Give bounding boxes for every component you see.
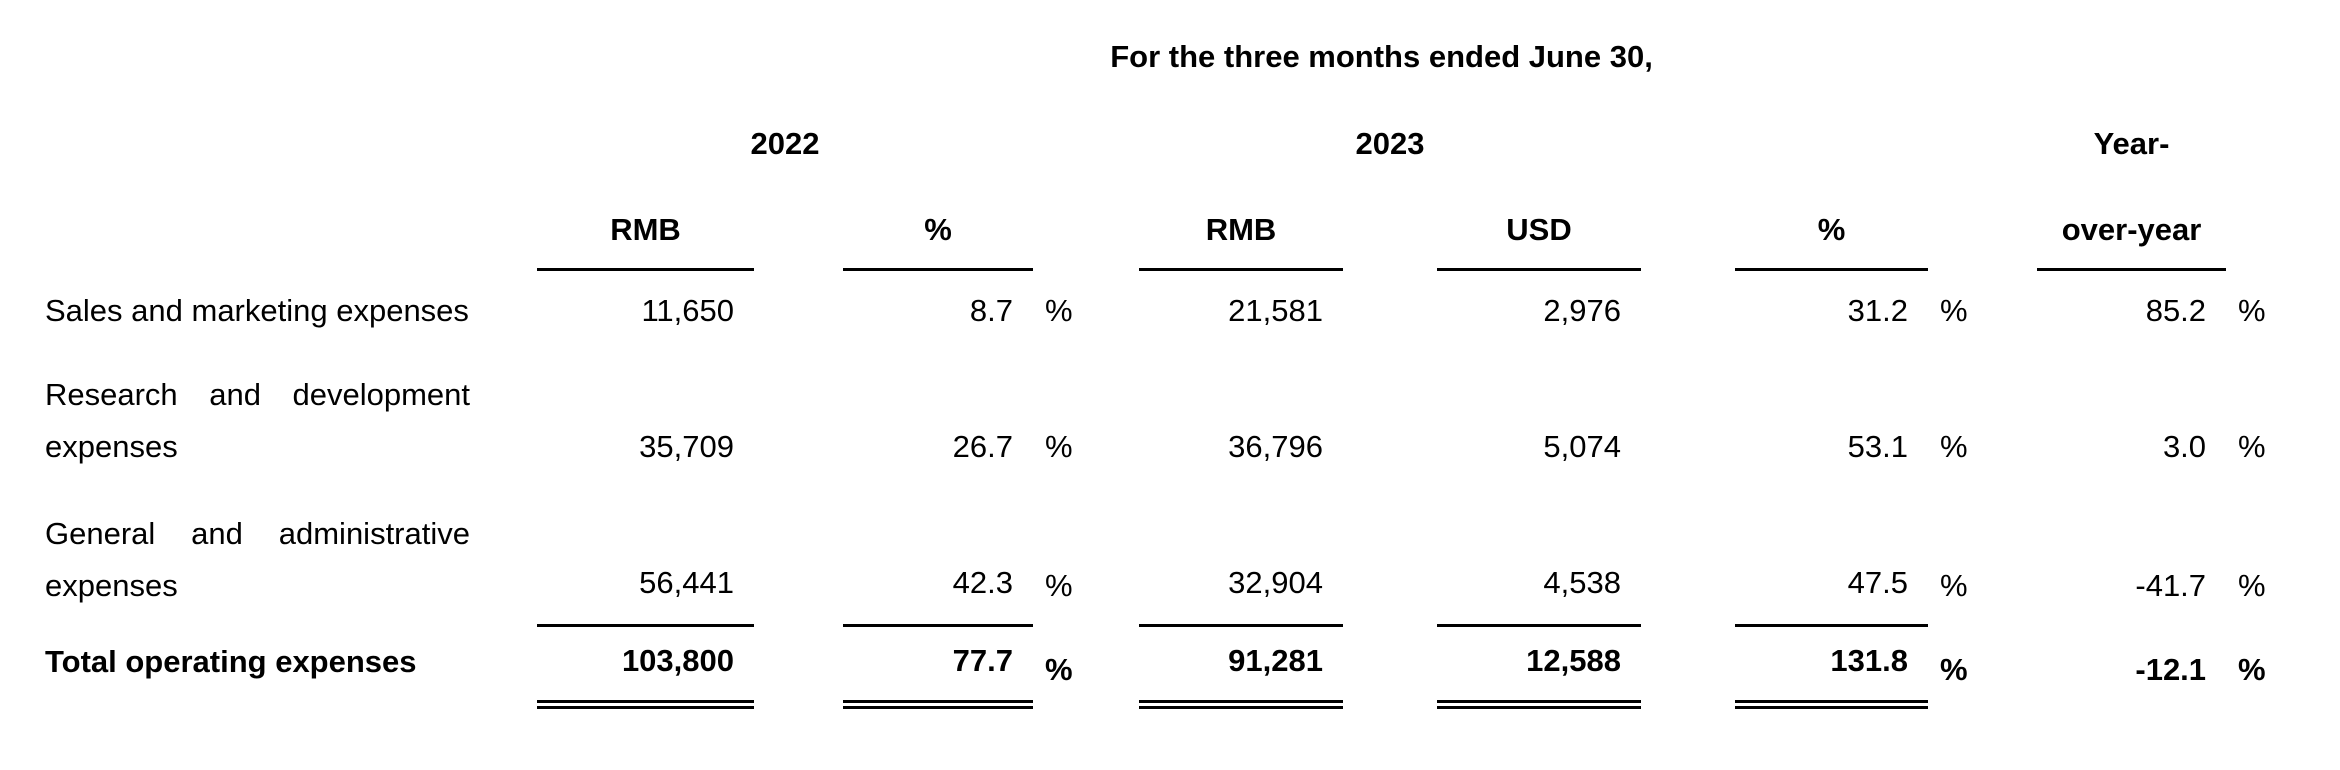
rd-yoy: 3.0 [2162,429,2207,464]
percent-sign: % [2238,293,2266,328]
total-pct-2023: 131.8 [1735,627,1928,709]
sales-rmb-2022: 11,650 [641,293,734,328]
title-row: For the three months ended June 30, [0,0,2340,92]
percent-sign: % [1940,568,1968,603]
yoy-header-line2: over-year [2037,164,2227,271]
col-header-pct-2022: % [843,164,1033,271]
yoy-header-line1: Year- [2093,126,2170,161]
sales-yoy: 85.2 [2145,293,2207,328]
sales-usd-2023: 2,976 [1543,293,1621,328]
total-rmb-2022: 103,800 [537,627,754,709]
row-research-development: Research and development expenses 35,709… [0,355,2340,490]
rd-pct-2022: 26.7 [952,429,1013,464]
col-header-rmb-2023: RMB [1139,164,1343,271]
percent-sign: % [2238,652,2266,687]
percent-sign: % [1940,293,1968,328]
bottom-spacer [0,709,2340,770]
percent-sign: % [2238,429,2266,464]
percent-sign: % [1045,652,1073,687]
total-yoy: -12.1 [2135,652,2207,687]
total-pct-2022: 77.7 [843,627,1033,709]
sales-pct-2022: 8.7 [969,293,1013,328]
sales-rmb-2023: 21,581 [1228,293,1323,328]
year-2023-header: 2023 [1355,126,1425,161]
ga-pct-2023: 47.5 [1735,490,1928,627]
ga-rmb-2022: 56,441 [537,490,754,627]
ga-usd-2023: 4,538 [1437,490,1641,627]
percent-sign: % [1940,429,1968,464]
total-usd-2023: 12,588 [1437,627,1641,709]
ga-yoy: -41.7 [2135,568,2207,603]
table-title: For the three months ended June 30, [1110,39,1653,74]
col-header-pct-2023: % [1735,164,1928,271]
year-2022-header: 2022 [750,126,820,161]
percent-sign: % [1045,293,1073,328]
ga-pct-2022: 42.3 [843,490,1033,627]
rd-rmb-2023: 36,796 [1228,429,1323,464]
col-header-rmb-2022: RMB [537,164,754,271]
row-label-research-development: Research and development expenses [45,377,470,464]
rd-pct-2023: 53.1 [1847,429,1908,464]
column-header-row: RMB % RMB USD % over-year [0,164,2340,271]
year-header-row: 2022 2023 Year- [0,92,2340,164]
percent-sign: % [1940,652,1968,687]
rd-rmb-2022: 35,709 [639,429,734,464]
row-label-total: Total operating expenses [45,644,417,679]
row-total-operating-expenses: Total operating expenses 103,800 77.7 % … [0,627,2340,709]
total-rmb-2023: 91,281 [1139,627,1343,709]
row-label-general-administrative: General and administrative expenses [45,516,470,603]
percent-sign: % [2238,568,2266,603]
percent-sign: % [1045,429,1073,464]
row-general-administrative: General and administrative expenses 56,4… [0,490,2340,627]
row-sales-marketing: Sales and marketing expenses 11,650 8.7 … [0,271,2340,355]
col-header-usd-2023: USD [1437,164,1641,271]
percent-sign: % [1045,568,1073,603]
rd-usd-2023: 5,074 [1543,429,1621,464]
row-label-sales-marketing: Sales and marketing expenses [45,293,469,328]
sales-pct-2023: 31.2 [1847,293,1908,328]
ga-rmb-2023: 32,904 [1139,490,1343,627]
